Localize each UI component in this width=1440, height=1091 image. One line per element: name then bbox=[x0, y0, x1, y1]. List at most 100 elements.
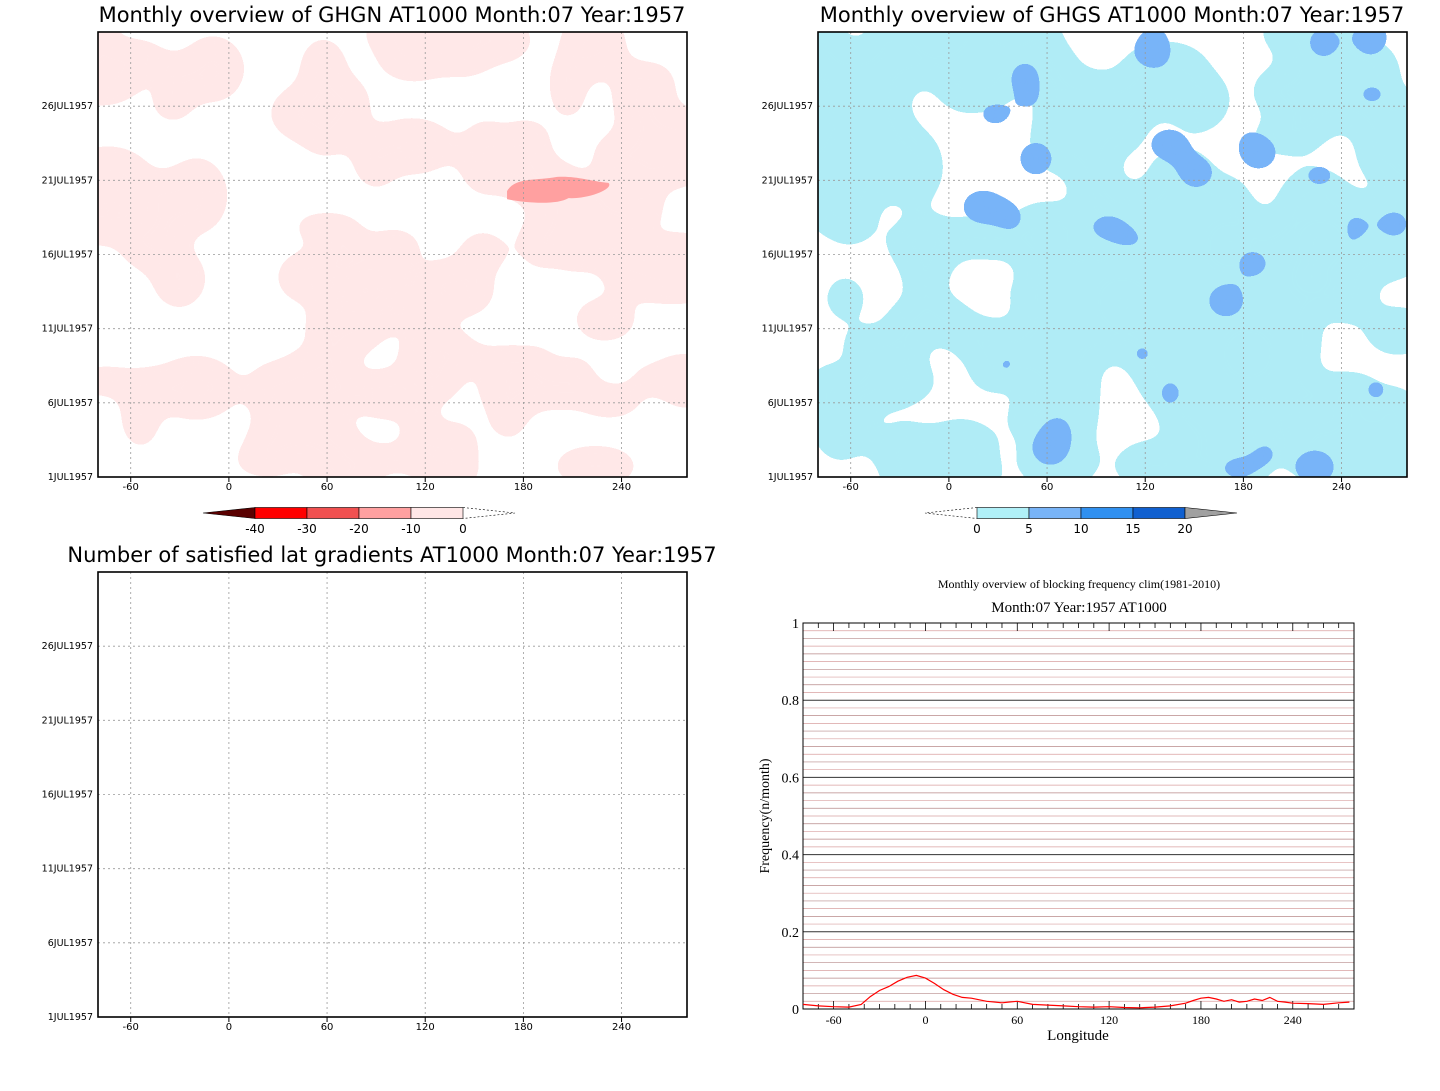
ghgn-weak-region-cell-84 bbox=[120, 380, 161, 450]
ghgs-strong-region-cell-21 bbox=[1157, 375, 1183, 411]
nsat-xtick-label-2: 60 bbox=[321, 1022, 334, 1033]
ghgs-weak-region-cell-128 bbox=[877, 132, 919, 185]
ghgn-weak-region-cell-74 bbox=[305, 435, 378, 477]
ghgn-weak-region-cell-87 bbox=[377, 39, 452, 83]
ghgn-panel: Monthly overview of GHGN AT1000 Month:07… bbox=[42, 3, 688, 536]
ghgs-xtick-label-3: 120 bbox=[1136, 482, 1155, 493]
ghgn-xtick-label-4: 180 bbox=[514, 482, 533, 493]
ghgn-weak-region-cell-78 bbox=[117, 207, 189, 274]
ghgn-weak-region-cell-24 bbox=[366, 117, 457, 175]
ghgs-ytick-label-1: 6JUL1957 bbox=[768, 398, 813, 409]
ghgs-strong-region bbox=[959, 32, 1407, 477]
ghgs-xtick-label-5: 240 bbox=[1332, 482, 1351, 493]
ghgs-strong-region-cell-6 bbox=[1205, 282, 1247, 320]
nsat-xtick-label-0: -60 bbox=[123, 1022, 139, 1033]
ghgs-strong-region-cell-24 bbox=[1334, 246, 1356, 264]
ghgn-cbar-label-4: 0 bbox=[459, 522, 467, 536]
ghgs-strong-region-cell-5 bbox=[1019, 92, 1044, 113]
nsat-ytick-label-3: 16JUL1957 bbox=[42, 790, 93, 801]
ghgs-strong-region-cell-10 bbox=[1017, 139, 1055, 178]
ghgn-weak-region-cell-46 bbox=[165, 156, 229, 236]
ghgs-weak-region-cell-123 bbox=[1053, 296, 1117, 371]
ghgn-xtick-label-1: 0 bbox=[226, 482, 232, 493]
ghgs-strong-region-cell-28 bbox=[1233, 248, 1272, 279]
freq-ytick-label-0: 0 bbox=[792, 1003, 799, 1018]
ghgs-field bbox=[818, 32, 1407, 477]
ghgs-strong-region-cell-14 bbox=[1362, 375, 1390, 404]
ghgs-weak-region-cell-62 bbox=[1092, 93, 1134, 127]
ghgn-colorbar: -40 -30 -20 -10 0 bbox=[202, 507, 516, 536]
ghgs-weak-region-cell-118 bbox=[858, 32, 943, 93]
freq-ytick-label-2: 0.4 bbox=[782, 849, 800, 864]
ghgn-weak-region-cell-33 bbox=[458, 231, 508, 274]
ghgn-weak-region-cell-23 bbox=[573, 297, 638, 342]
ghgs-grid bbox=[818, 32, 1407, 477]
ghgn-weak-region-cell-89 bbox=[271, 346, 362, 414]
ghgn-weak-region-cell-93 bbox=[640, 106, 687, 175]
ghgn-field bbox=[98, 32, 687, 477]
ghgs-strong-region-cell-16 bbox=[1146, 127, 1193, 162]
ghgs-weak-region-cell-102 bbox=[1251, 65, 1304, 118]
ghgn-weak-region-cell-67 bbox=[591, 130, 655, 181]
ghgs-title: Monthly overview of GHGS AT1000 Month:07… bbox=[820, 3, 1404, 27]
ghgs-strong-region-cell-32 bbox=[1139, 32, 1170, 58]
ghgn-weak-region-cell-60 bbox=[486, 368, 531, 441]
freq-ytick-label-1: 0.2 bbox=[782, 926, 800, 941]
ghgs-weak-region-cell-137 bbox=[822, 209, 877, 247]
ghgs-weak-region-cell-74 bbox=[825, 275, 866, 322]
ghgs-strong-region-cell-8 bbox=[1253, 439, 1279, 467]
ghgn-xtick-label-0: -60 bbox=[123, 482, 139, 493]
nsat-grid bbox=[98, 572, 687, 1017]
ghgn-cbar-box-2 bbox=[358, 507, 412, 519]
ghgn-weak-region-cell-88 bbox=[303, 295, 388, 358]
freq-panel: Monthly overview of blocking frequency c… bbox=[758, 577, 1355, 1044]
freq-series-line bbox=[802, 974, 1350, 1009]
ghgs-colorbar: 0 5 10 15 20 bbox=[924, 507, 1238, 536]
ghgs-strong-region-cell-33 bbox=[1028, 428, 1072, 468]
ghgn-xtick-label-5: 240 bbox=[612, 482, 631, 493]
ghgn-weak-region-cell-94 bbox=[531, 368, 591, 411]
nsat-ytick-label-5: 26JUL1957 bbox=[42, 641, 93, 652]
ghgs-ytick-label-0: 1JUL1957 bbox=[768, 472, 813, 483]
ghgn-ytick-label-4: 21JUL1957 bbox=[42, 175, 93, 186]
ghgn-frame bbox=[97, 31, 688, 478]
ghgn-strong-region bbox=[507, 176, 610, 203]
ghgs-strong-region-cell-0 bbox=[959, 188, 1007, 226]
ghgs-strong-region-cell-9 bbox=[1351, 32, 1390, 59]
ghgs-strong-region-cell-15 bbox=[1007, 328, 1033, 347]
ghgn-ytick-label-2: 11JUL1957 bbox=[42, 324, 93, 335]
ghgs-cbar-box-3 bbox=[1132, 507, 1186, 519]
ghgn-cbar-label-3: -10 bbox=[401, 522, 421, 536]
ghgs-cbar-box-2 bbox=[1080, 507, 1134, 519]
freq-ytick-label-3: 0.6 bbox=[782, 771, 800, 786]
ghgs-cbar-box-1 bbox=[1028, 507, 1082, 519]
ghgs-xtick-label-0: -60 bbox=[843, 482, 859, 493]
nsat-ytick-label-1: 6JUL1957 bbox=[48, 938, 93, 949]
ghgs-weak-region-cell-126 bbox=[818, 362, 853, 429]
ghgn-weak-region-cell-76 bbox=[431, 263, 496, 318]
ghgs-weak-region-cell-92 bbox=[1168, 186, 1263, 244]
nsat-title: Number of satisfied lat gradients AT1000… bbox=[67, 543, 716, 567]
ghgs-strong-region-cell-31 bbox=[1008, 59, 1042, 97]
freq-ytick-label-4: 0.8 bbox=[782, 694, 800, 709]
ghgs-ytick-label-2: 11JUL1957 bbox=[762, 324, 813, 335]
ghgs-strong-region-cell-30 bbox=[1236, 126, 1261, 168]
ghgs-frame bbox=[817, 31, 1408, 478]
ghgs-weak-region-cell-130 bbox=[869, 422, 952, 477]
ghgs-strong-region-cell-2 bbox=[1299, 163, 1340, 188]
nsat-panel: Number of satisfied lat gradients AT1000… bbox=[42, 543, 717, 1033]
ghgs-weak-region-cell-131 bbox=[885, 213, 968, 274]
nsat-xtick-label-5: 240 bbox=[612, 1022, 631, 1033]
freq-xtick-label-3: 120 bbox=[1100, 1013, 1118, 1027]
ghgn-cbar-end-high bbox=[462, 507, 516, 519]
ghgn-weak-region-cell-83 bbox=[263, 418, 313, 461]
ghgn-grid bbox=[98, 32, 687, 477]
ghgs-cbar-label-4: 20 bbox=[1177, 522, 1192, 536]
freq-xlabel: Longitude bbox=[1047, 1028, 1109, 1044]
nsat-xtick-label-4: 180 bbox=[514, 1022, 533, 1033]
ghgn-weak-region-cell-71 bbox=[469, 32, 534, 64]
ghgs-strong-region-cell-3 bbox=[998, 200, 1025, 235]
ghgn-weak-region-cell-79 bbox=[408, 352, 464, 405]
ghgs-weak-region-cell-132 bbox=[928, 34, 1010, 115]
nsat-ytick-label-4: 21JUL1957 bbox=[42, 715, 93, 726]
